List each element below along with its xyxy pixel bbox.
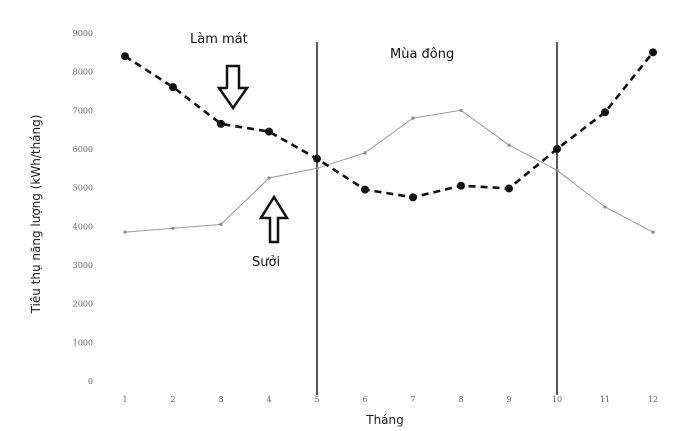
data-point-dashed xyxy=(601,108,609,117)
x-tick-label: 11 xyxy=(600,395,610,404)
data-point-light xyxy=(219,222,223,226)
y-tick-label: 2000 xyxy=(73,300,93,309)
x-tick-label: 1 xyxy=(122,395,127,404)
cooling-label: Làm mát xyxy=(190,32,248,47)
y-tick-label: 7000 xyxy=(73,106,93,115)
winter-label: Mùa đông xyxy=(390,47,454,62)
x-tick-label: 7 xyxy=(410,395,415,404)
y-tick-label: 5000 xyxy=(73,184,93,193)
data-point-light xyxy=(267,176,271,180)
data-point-light xyxy=(123,230,127,234)
data-point-dashed xyxy=(409,193,417,202)
x-tick-label: 8 xyxy=(458,395,463,404)
data-point-dashed xyxy=(121,52,129,61)
down-arrow-icon xyxy=(216,64,250,111)
y-tick-label: 6000 xyxy=(73,145,93,154)
y-tick-labels: 0 1000 2000 3000 4000 5000 6000 7000 8000 9000 xyxy=(73,29,93,386)
season-divider-lines xyxy=(316,42,558,395)
series-layer xyxy=(121,48,657,234)
data-point-light xyxy=(411,116,415,120)
data-point-light xyxy=(555,168,559,172)
y-tick-label: 0 xyxy=(88,377,93,386)
x-tick-label: 5 xyxy=(314,395,319,404)
data-point-dashed xyxy=(265,127,273,136)
data-point-dashed xyxy=(313,154,321,163)
data-point-dashed xyxy=(649,48,657,57)
x-tick-label: 2 xyxy=(170,395,175,404)
data-point-dashed xyxy=(553,145,561,153)
data-point-light xyxy=(315,166,319,170)
x-tick-label: 3 xyxy=(218,395,223,404)
data-point-dashed xyxy=(457,181,465,190)
data-point-light xyxy=(603,205,607,209)
up-arrow-icon xyxy=(258,194,290,244)
series-line-light xyxy=(124,109,654,233)
series-line-dashed xyxy=(124,51,655,199)
data-point-dashed xyxy=(217,119,225,128)
data-point-dashed xyxy=(505,184,513,193)
y-tick-label: 9000 xyxy=(73,29,93,38)
data-point-dashed xyxy=(361,185,369,194)
data-point-light xyxy=(171,226,175,230)
y-tick-label: 8000 xyxy=(73,68,93,77)
data-point-dashed xyxy=(169,83,177,92)
data-point-light xyxy=(459,108,463,112)
x-axis-label: Tháng xyxy=(365,413,404,427)
y-tick-label: 3000 xyxy=(73,261,93,270)
x-tick-label: 6 xyxy=(362,395,367,404)
x-tick-label: 9 xyxy=(506,395,511,404)
data-point-light xyxy=(651,230,655,234)
y-tick-label: 1000 xyxy=(73,338,93,347)
heating-label: Sưởi xyxy=(252,255,280,270)
y-tick-label: 4000 xyxy=(73,222,93,231)
x-tick-labels: 1 2 3 4 5 6 7 8 9 10 11 12 xyxy=(122,395,658,404)
data-point-light xyxy=(507,143,511,147)
x-tick-label: 12 xyxy=(648,395,658,404)
data-point-light xyxy=(363,151,367,155)
x-tick-label: 10 xyxy=(552,395,562,404)
y-axis-label: Tiêu thụ năng lượng (kWh/tháng) xyxy=(29,115,43,315)
x-tick-label: 4 xyxy=(266,395,271,404)
